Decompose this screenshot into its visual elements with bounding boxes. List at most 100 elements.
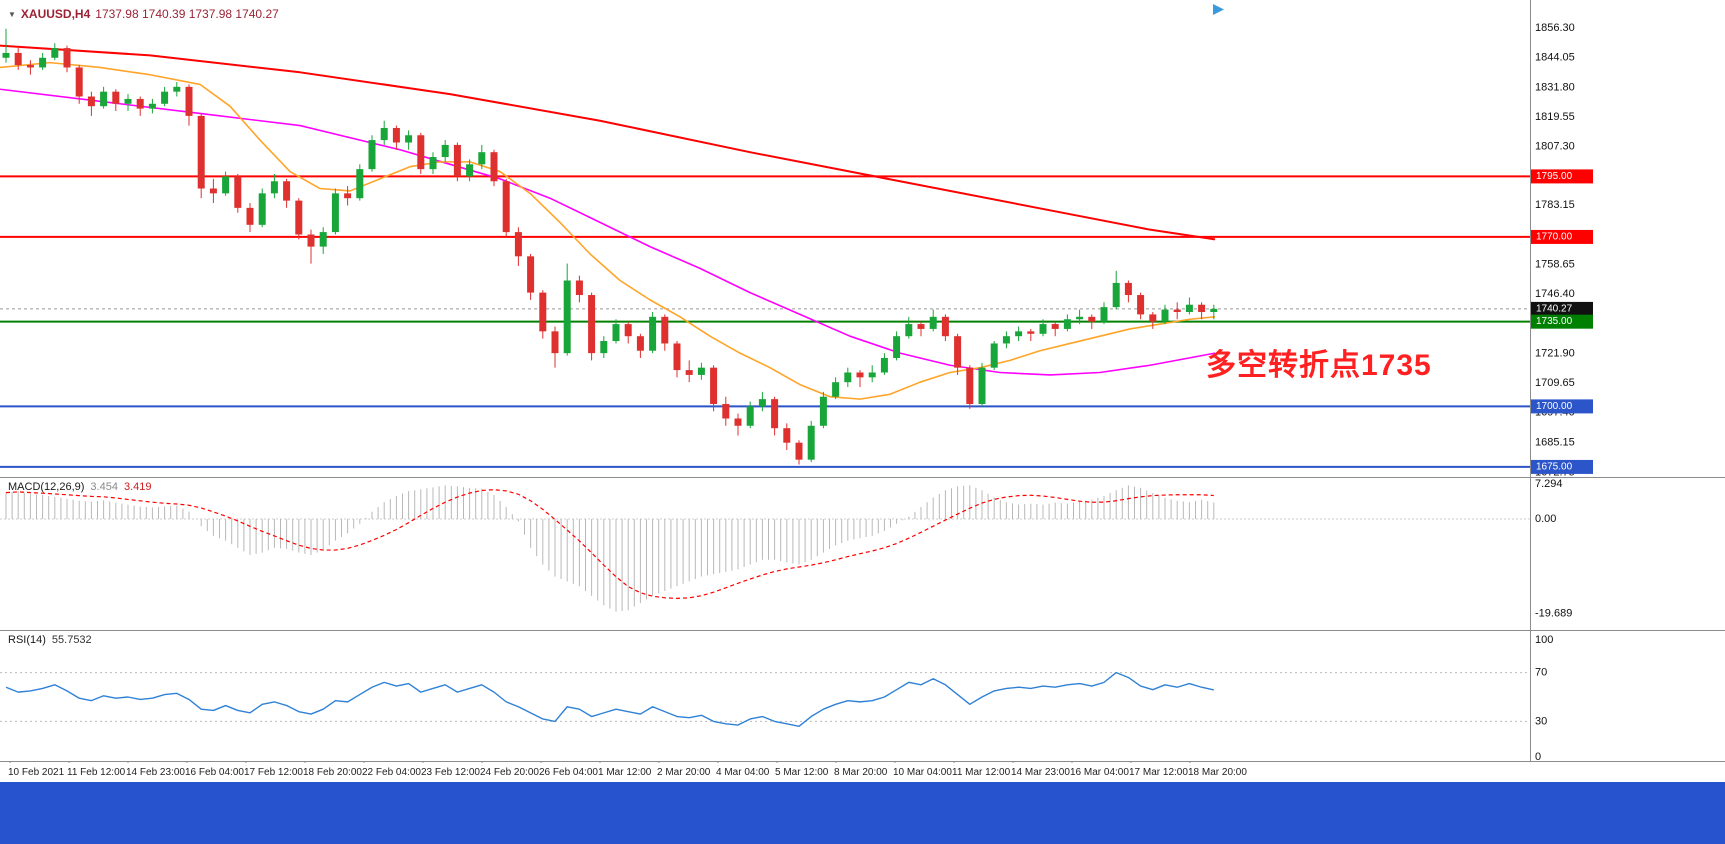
candle-body bbox=[173, 86, 181, 92]
candle-body bbox=[392, 127, 400, 143]
rsi-indicator-label: RSI(14) 55.7532 bbox=[8, 634, 92, 646]
candle-body bbox=[1185, 304, 1193, 312]
price-badge bbox=[1531, 169, 1593, 184]
time-axis-label: 10 Mar 04:00 bbox=[893, 767, 952, 778]
candle-body bbox=[75, 67, 83, 97]
candle-body bbox=[563, 280, 571, 354]
candle-body bbox=[527, 256, 535, 293]
rsi-axis-label: 30 bbox=[1535, 715, 1547, 727]
candle-body bbox=[185, 86, 193, 116]
rsi-line bbox=[5, 671, 1214, 727]
time-axis-label: 4 Mar 04:00 bbox=[716, 767, 770, 778]
candle-body bbox=[1149, 314, 1157, 322]
candle-body bbox=[539, 292, 547, 332]
candle-body bbox=[270, 181, 278, 194]
candle-body bbox=[746, 406, 754, 426]
price-axis-label: 1746.40 bbox=[1535, 288, 1575, 300]
price-badge bbox=[1531, 314, 1593, 329]
macd-signal-value: 3.419 bbox=[123, 481, 152, 493]
candle-body bbox=[1161, 309, 1169, 322]
chart-canvas[interactable]: 1856.30 1844.05 1831.80 1819.55 1807.30 1783.… bbox=[0, 0, 1725, 782]
rsi-axis-label: 100 bbox=[1535, 634, 1553, 646]
candle-body bbox=[661, 316, 669, 344]
rsi-axis-label: 70 bbox=[1535, 667, 1547, 679]
price-badge bbox=[1531, 229, 1593, 244]
candle-body bbox=[209, 188, 217, 194]
candle-body bbox=[795, 442, 803, 460]
candle-body bbox=[832, 382, 840, 397]
time-axis-label: 5 Mar 12:00 bbox=[775, 767, 829, 778]
time-axis-label: 14 Mar 23:00 bbox=[1011, 767, 1070, 778]
candle-body bbox=[966, 367, 974, 404]
price-axis-label: 1856.30 bbox=[1535, 22, 1575, 34]
time-axis-label: 26 Feb 04:00 bbox=[539, 767, 598, 778]
candle-body bbox=[807, 425, 815, 460]
candle-body bbox=[380, 127, 388, 141]
candle-body bbox=[51, 48, 59, 58]
candle-body bbox=[234, 176, 242, 208]
candle-body bbox=[39, 57, 47, 68]
time-axis-label: 16 Feb 04:00 bbox=[185, 767, 244, 778]
dropdown-triangle-icon[interactable]: ▼ bbox=[8, 9, 16, 19]
macd-axis-label: 0.00 bbox=[1535, 513, 1556, 525]
candle-body bbox=[917, 324, 925, 329]
time-axis-label: 8 Mar 20:00 bbox=[834, 767, 888, 778]
macd-axis-label: 7.294 bbox=[1535, 478, 1563, 490]
price-axis-label: 1685.15 bbox=[1535, 436, 1575, 448]
candle-body bbox=[588, 295, 596, 354]
time-axis-label: 14 Feb 23:00 bbox=[126, 767, 185, 778]
candle-body bbox=[356, 169, 364, 199]
candle-body bbox=[978, 367, 986, 404]
price-badge-text: 1735.00 bbox=[1536, 316, 1573, 327]
candle-body bbox=[1124, 282, 1132, 296]
candle-body bbox=[453, 144, 461, 177]
ohlc-values: 1737.98 1740.39 1737.98 1740.27 bbox=[95, 7, 279, 21]
candle-body bbox=[685, 370, 693, 375]
time-axis-label: 22 Feb 04:00 bbox=[362, 767, 421, 778]
candle-body bbox=[112, 91, 120, 104]
candle-body bbox=[636, 336, 644, 351]
candle-body bbox=[26, 65, 34, 68]
candle-body bbox=[1076, 316, 1084, 320]
candle-body bbox=[63, 48, 71, 68]
candle-body bbox=[771, 399, 779, 429]
price-badge-text: 1675.00 bbox=[1536, 461, 1573, 472]
candle-body bbox=[905, 324, 913, 337]
rsi-name: RSI(14) bbox=[8, 634, 46, 646]
candle-body bbox=[258, 193, 266, 225]
candle-body bbox=[1063, 319, 1071, 329]
candle-body bbox=[1015, 331, 1023, 337]
candle-body bbox=[295, 200, 303, 235]
candle-body bbox=[612, 324, 620, 342]
price-axis-label: 1721.90 bbox=[1535, 347, 1575, 359]
candle-body bbox=[1198, 304, 1206, 312]
symbol-period-label: XAUUSD,H4 bbox=[20, 7, 91, 21]
price-axis-label: 1758.65 bbox=[1535, 258, 1575, 270]
candle-body bbox=[941, 316, 949, 337]
candle-body bbox=[734, 418, 742, 426]
price-badge-text: 1795.00 bbox=[1536, 171, 1573, 182]
chart-title: ▼ XAUUSD,H4 1737.98 1740.39 1737.98 1740… bbox=[8, 7, 279, 21]
candle-body bbox=[856, 372, 864, 378]
time-axis-label: 11 Feb 12:00 bbox=[67, 767, 126, 778]
candle-body bbox=[148, 103, 156, 109]
autoscroll-marker-icon[interactable] bbox=[1213, 4, 1224, 15]
candle-body bbox=[368, 140, 376, 170]
candle-body bbox=[490, 152, 498, 182]
rsi-axis-label: 0 bbox=[1535, 751, 1541, 763]
bottom-bar bbox=[0, 782, 1725, 844]
time-axis-label: 24 Feb 20:00 bbox=[480, 767, 539, 778]
annotation-text: 多空转折点1735 bbox=[1206, 349, 1432, 382]
time-axis-label: 1 Mar 12:00 bbox=[598, 767, 652, 778]
candle-body bbox=[307, 234, 315, 247]
price-badge bbox=[1531, 459, 1593, 474]
candle-body bbox=[783, 428, 791, 443]
candle-body bbox=[136, 98, 144, 109]
candle-body bbox=[405, 135, 413, 143]
candle-body bbox=[649, 316, 657, 351]
time-axis-label: 23 Feb 12:00 bbox=[421, 767, 480, 778]
time-axis-label: 10 Feb 2021 bbox=[8, 767, 65, 778]
time-axis[interactable]: 10 Feb 2021 11 Feb 12:00 14 Feb 23:00 16 Fe… bbox=[0, 763, 1725, 782]
candle-body bbox=[344, 193, 352, 199]
